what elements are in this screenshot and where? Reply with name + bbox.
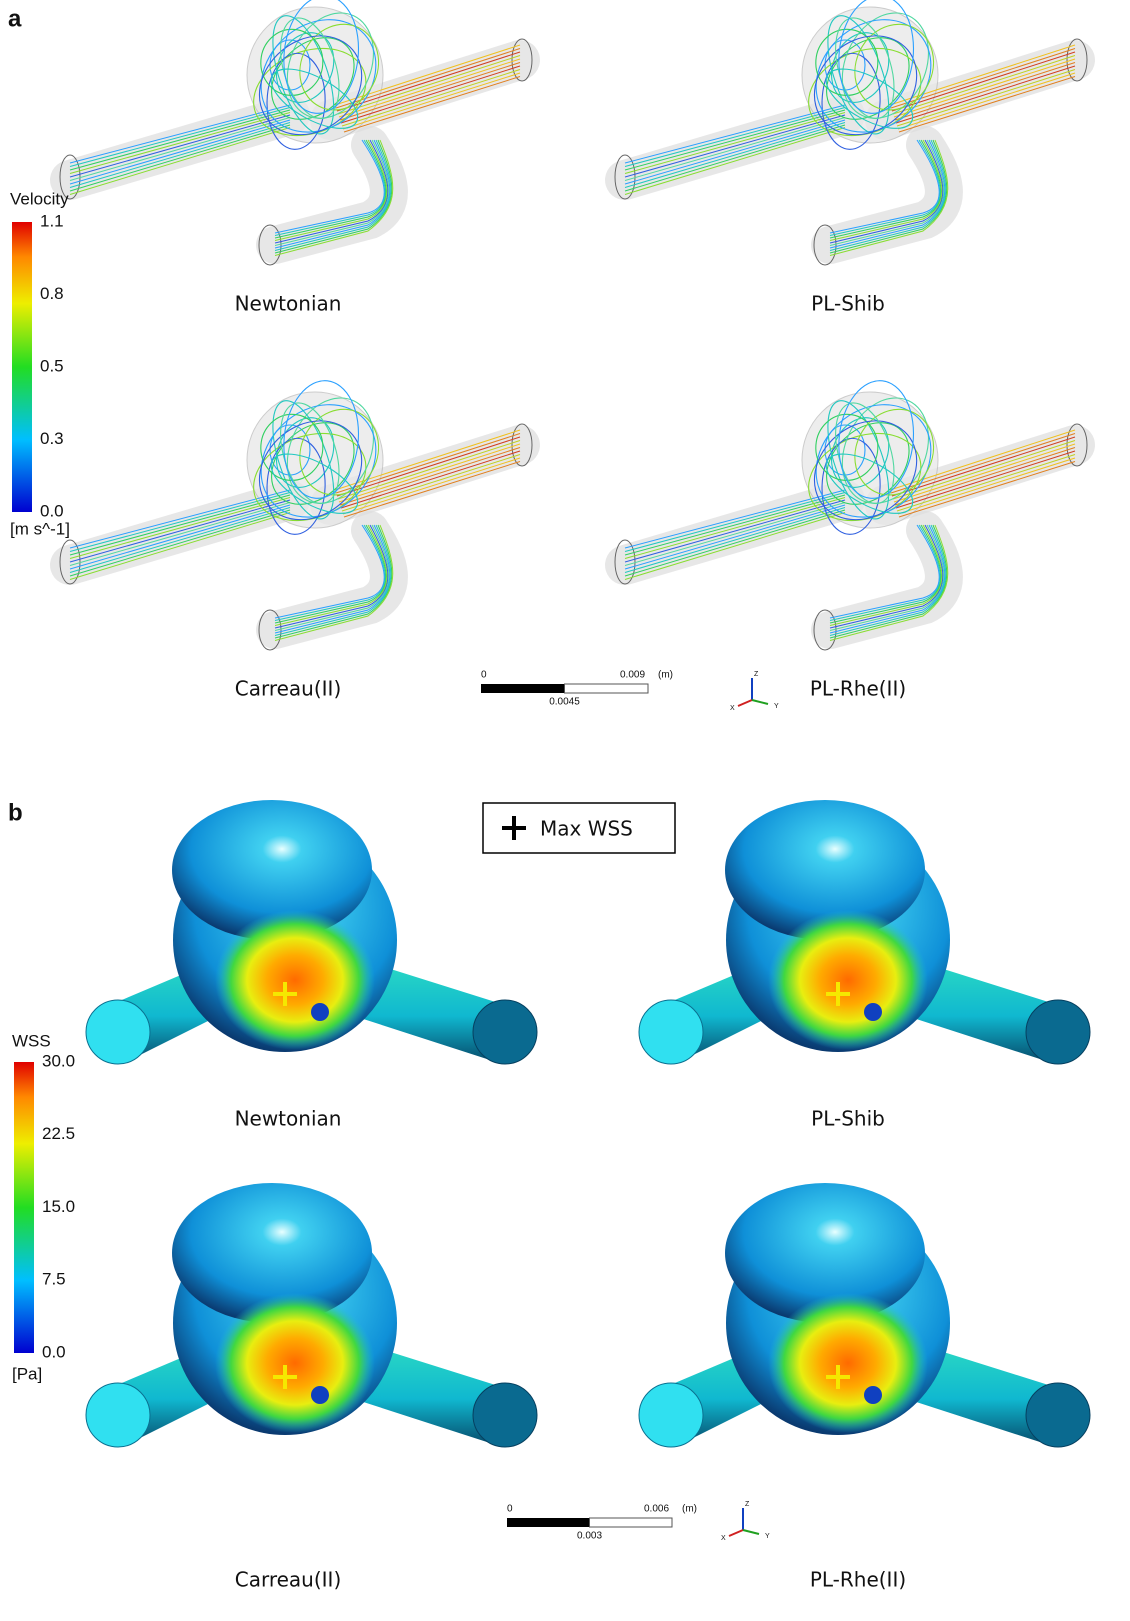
label: 22.5 bbox=[42, 1124, 75, 1143]
label: 0.0 bbox=[42, 1342, 66, 1361]
streamline-vessel bbox=[60, 0, 532, 265]
label: PL-Rhe(II) bbox=[810, 677, 906, 701]
label: 0.006 bbox=[644, 1504, 669, 1515]
hot-spot bbox=[215, 1293, 375, 1433]
colorbar bbox=[12, 222, 32, 512]
label: Newtonian bbox=[235, 292, 342, 316]
hot-spot bbox=[768, 1293, 928, 1433]
wss-surface bbox=[639, 1183, 1090, 1447]
label: WSS bbox=[12, 1031, 51, 1050]
wss-surface bbox=[639, 800, 1090, 1064]
colorbar bbox=[14, 1062, 34, 1353]
label: a bbox=[8, 5, 22, 32]
scale-bar bbox=[507, 1518, 590, 1527]
vessel-end bbox=[1026, 1383, 1090, 1447]
scale-bar bbox=[590, 1518, 673, 1527]
label: 0.5 bbox=[40, 356, 64, 375]
low-spot bbox=[864, 1003, 882, 1021]
vessel-end bbox=[639, 1000, 703, 1064]
label: X bbox=[721, 1535, 726, 1542]
vessel-end bbox=[86, 1383, 150, 1447]
label: [Pa] bbox=[12, 1364, 42, 1383]
low-spot bbox=[864, 1386, 882, 1404]
label: Y bbox=[765, 1533, 770, 1540]
label: 7.5 bbox=[42, 1270, 66, 1289]
vessel-end bbox=[1026, 1000, 1090, 1064]
label: 0.003 bbox=[577, 1531, 602, 1542]
streamline-vessel bbox=[60, 377, 532, 650]
label: PL-Rhe(II) bbox=[810, 1568, 906, 1592]
low-spot bbox=[311, 1003, 329, 1021]
vessel-end bbox=[639, 1383, 703, 1447]
label: 0.0 bbox=[40, 501, 64, 520]
label: Max WSS bbox=[540, 817, 633, 841]
axis-triad bbox=[743, 1530, 759, 1534]
label: 0.8 bbox=[40, 284, 64, 303]
label: Y bbox=[774, 703, 779, 710]
hot-spot bbox=[768, 910, 928, 1050]
low-spot bbox=[311, 1386, 329, 1404]
streamline-vessel bbox=[615, 0, 1087, 265]
label: 0.009 bbox=[620, 670, 645, 681]
label: 30.0 bbox=[42, 1051, 75, 1070]
wss-surface bbox=[86, 800, 537, 1064]
label: 1.1 bbox=[40, 211, 64, 230]
label: b bbox=[8, 799, 23, 826]
label: Newtonian bbox=[235, 1107, 342, 1131]
label: Z bbox=[754, 671, 759, 678]
label: Carreau(II) bbox=[235, 677, 342, 701]
label: 0 bbox=[481, 670, 487, 681]
label: PL-Shib bbox=[811, 292, 885, 316]
label: 0.0045 bbox=[549, 697, 580, 708]
label: Z bbox=[745, 1501, 750, 1508]
figure: aVelocity1.10.80.50.30.0[m s^-1]Newtonia… bbox=[0, 0, 1130, 1621]
hot-spot bbox=[215, 910, 375, 1050]
vessel-end bbox=[473, 1383, 537, 1447]
label: 0.3 bbox=[40, 429, 64, 448]
axis-triad bbox=[752, 700, 768, 704]
label: (m) bbox=[682, 1504, 697, 1515]
label: X bbox=[730, 705, 735, 712]
label: 15.0 bbox=[42, 1197, 75, 1216]
axis-triad bbox=[729, 1530, 743, 1536]
label: [m s^-1] bbox=[10, 519, 70, 538]
label: (m) bbox=[658, 670, 673, 681]
vessel-end bbox=[473, 1000, 537, 1064]
scale-bar bbox=[481, 684, 565, 693]
vessel-end bbox=[86, 1000, 150, 1064]
streamline-vessel bbox=[615, 377, 1087, 650]
label: Velocity bbox=[10, 189, 69, 208]
label: Carreau(II) bbox=[235, 1568, 342, 1592]
wss-surface bbox=[86, 1183, 537, 1447]
scale-bar bbox=[565, 684, 649, 693]
label: PL-Shib bbox=[811, 1107, 885, 1131]
label: 0 bbox=[507, 1504, 513, 1515]
axis-triad bbox=[738, 700, 752, 706]
